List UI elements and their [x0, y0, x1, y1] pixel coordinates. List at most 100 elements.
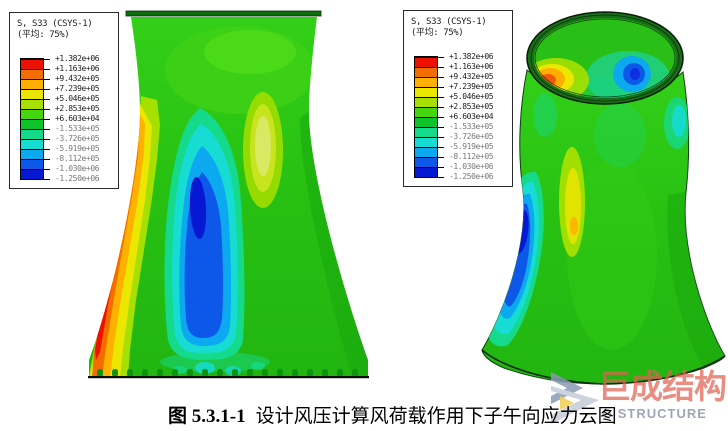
support-column-notch — [262, 369, 268, 377]
support-column-notch — [247, 369, 253, 377]
company-watermark: 巨成结构 G STRUCTURE — [546, 366, 728, 426]
legend-tick-line — [20, 119, 50, 120]
legend-tick-line — [20, 89, 50, 90]
legend-tick-line — [414, 127, 444, 128]
legend-color-swatch — [21, 159, 43, 169]
legend-color-swatch — [21, 79, 43, 89]
legend-tick-line — [414, 57, 444, 58]
legend-tick-line — [414, 97, 444, 98]
legend-tick-line — [414, 107, 444, 108]
support-column-notch — [142, 369, 148, 377]
support-column-notch — [307, 369, 313, 377]
support-column-notch — [292, 369, 298, 377]
support-column-notch — [127, 369, 133, 377]
legend-tick-line — [414, 147, 444, 148]
support-column-notch — [97, 369, 103, 377]
legend-color-swatch — [21, 149, 43, 159]
legend-tick-label: -1.030e+06 — [449, 162, 494, 171]
legend-color-swatch — [21, 89, 43, 99]
support-column-notch — [157, 369, 163, 377]
legend-tick-label: -5.919e+05 — [55, 144, 100, 153]
legend-colorbar: +1.382e+06 +1.163e+06 +9.432e+05 +7.239e+05… — [20, 54, 100, 183]
legend-color-swatch — [415, 97, 437, 107]
legend-tick-line — [20, 139, 50, 140]
legend-tick-line — [20, 79, 50, 80]
legend-color-swatch — [415, 167, 437, 177]
caption-text: 设计风压计算风荷载作用下子午向应力云图 — [255, 406, 617, 427]
support-column-notch — [232, 369, 238, 377]
legend-tick-line — [20, 169, 50, 170]
legend-tick-label: -1.250e+06 — [449, 172, 494, 181]
legend-tick-line — [20, 159, 50, 160]
legend-color-swatch — [21, 119, 43, 129]
watermark-en-text: G STRUCTURE — [602, 406, 707, 421]
legend-color-swatch — [21, 99, 43, 109]
legend-title: S, S33 (CSYS-1) — [17, 19, 93, 29]
watermark-cn-text: 巨成结构 — [598, 368, 727, 405]
legend-tick-label: +1.163e+06 — [449, 62, 494, 71]
legend-tick-label: -5.919e+05 — [449, 142, 494, 151]
legend-tick-label: +6.603e+04 — [55, 114, 100, 123]
support-column-notch — [112, 369, 118, 377]
legend-color-swatch — [415, 147, 437, 157]
legend-color-swatch — [415, 157, 437, 167]
legend-subtitle: (平均: 75%) — [17, 30, 70, 40]
legend-color-swatch — [415, 77, 437, 87]
left-tower-top-rim — [125, 10, 322, 17]
rim-mesh-line-inner — [534, 18, 676, 98]
legend-tick-line — [414, 117, 444, 118]
support-column-notch — [187, 369, 193, 377]
support-column-notch — [277, 369, 283, 377]
company-logo-icon — [551, 372, 599, 424]
support-column-notch — [337, 369, 343, 377]
support-column-notch — [217, 369, 223, 377]
legend-tick-label: +7.239e+05 — [55, 84, 100, 93]
legend-color-swatch — [21, 109, 43, 119]
legend-tick-label: -1.533e+05 — [449, 122, 494, 131]
legend-color-swatch — [415, 57, 437, 67]
legend-color-swatch — [415, 107, 437, 117]
left-tower-base-line — [88, 376, 369, 379]
legend-color-swatch — [21, 69, 43, 79]
legend-tick-label: -8.112e+05 — [55, 154, 100, 163]
legend-color-swatch — [415, 67, 437, 77]
legend-tick-line — [20, 69, 50, 70]
legend-tick-line — [414, 177, 444, 178]
legend-color-swatch — [415, 117, 437, 127]
legend-tick-line — [414, 157, 444, 158]
legend-color-swatch — [21, 129, 43, 139]
figure-caption: 图 5.3.1-1 设计风压计算风荷载作用下子午向应力云图 — [168, 401, 728, 428]
legend-tick-label: +1.163e+06 — [55, 64, 100, 73]
legend-tick-line — [414, 87, 444, 88]
legend-tick-line — [20, 109, 50, 110]
legend-tick-line — [414, 167, 444, 168]
legend-tick-label: +1.382e+06 — [55, 54, 100, 63]
support-column-notch — [172, 369, 178, 377]
legend-tick-line — [414, 77, 444, 78]
legend-tick-label: -3.726e+05 — [55, 134, 100, 143]
legend-tick-label: +2.853e+05 — [55, 104, 100, 113]
left-tower-base-serration — [97, 369, 358, 377]
figure-number: 图 5.3.1-1 — [168, 406, 246, 427]
legend-color-swatch — [415, 127, 437, 137]
support-column-notch — [352, 369, 358, 377]
legend-tick-label: +9.432e+05 — [449, 72, 494, 81]
legend-color-swatch — [21, 169, 43, 179]
legend-tick-line — [20, 99, 50, 100]
contour-legend-right: S, S33 (CSYS-1) (平均: 75%) +1.382e+06 +1.1… — [403, 10, 513, 187]
legend-tick-line — [414, 137, 444, 138]
legend-subtitle: (平均: 75%) — [411, 28, 464, 38]
legend-tick-label: -1.250e+06 — [55, 174, 100, 183]
legend-tick-label: -1.030e+06 — [55, 164, 100, 173]
legend-title: S, S33 (CSYS-1) — [411, 17, 487, 27]
rim-mesh-line — [530, 14, 680, 102]
legend-tick-label: -1.533e+05 — [55, 124, 100, 133]
right-tower-base-line — [481, 349, 726, 385]
support-column-notch — [202, 369, 208, 377]
legend-tick-label: +1.382e+06 — [449, 52, 494, 61]
legend-tick-line — [20, 149, 50, 150]
legend-tick-label: -8.112e+05 — [449, 152, 494, 161]
legend-color-swatch — [415, 137, 437, 147]
